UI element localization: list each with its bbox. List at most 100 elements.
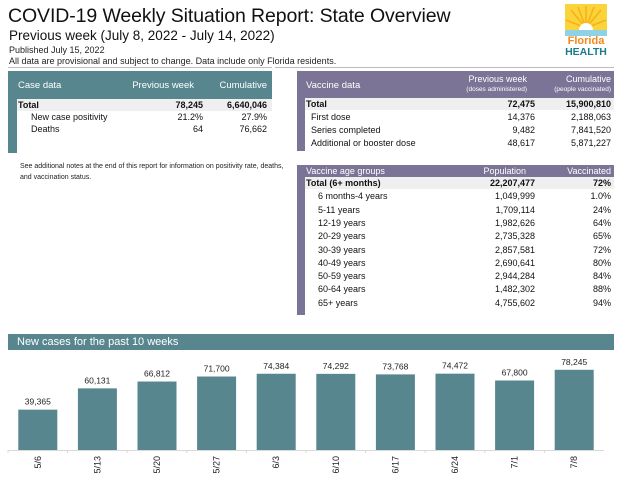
cell-population: 2,944,284	[494, 271, 535, 282]
bar-7/8	[554, 369, 594, 450]
table-row: Total 72,475 15,900,810	[305, 98, 614, 110]
data-label: 60,131	[84, 375, 110, 385]
header-population: Population	[483, 166, 526, 176]
cell-population: 1,049,999	[494, 191, 535, 202]
data-label: 74,384	[263, 361, 289, 371]
table-row: 40-49 years 2,690,641 80%	[305, 257, 614, 269]
table-row: Total 78,245 6,640,046	[17, 99, 272, 111]
subheader-people-vaccinated: (people vaccinated)	[554, 86, 611, 93]
new-cases-bar-chart: 39,365 5/6 60,131 5/13 66,812 5/20 71,700 5/27 7…	[7, 357, 604, 474]
x-tick-label: 7/1	[510, 456, 520, 469]
divider	[8, 67, 272, 68]
table-row: 12-19 years 1,982,626 64%	[305, 217, 614, 229]
header-case-data: Case data	[18, 80, 62, 91]
report-title: COVID-19 Weekly Situation Report: State …	[8, 5, 451, 27]
table-row: 50-59 years 2,944,284 84%	[305, 270, 614, 282]
header-previous-week: Previous week	[468, 74, 527, 84]
cell-vaccinated: 72%	[592, 244, 611, 255]
cell-vaccinated: 64%	[592, 217, 611, 228]
data-label: 66,812	[144, 369, 170, 379]
bar-5/20	[137, 381, 177, 450]
header-vaccine-data: Vaccine data	[306, 80, 361, 91]
bar-6/10	[316, 373, 356, 450]
bar-6/24	[435, 373, 475, 450]
cell-vaccinated: 80%	[592, 257, 611, 268]
x-tick-label: 6/3	[271, 456, 281, 469]
table-row: 65+ years 4,755,602 94%	[305, 297, 614, 309]
x-tick-label: 5/13	[92, 456, 102, 474]
cell-label: 60-64 years	[318, 284, 366, 295]
divider	[275, 67, 614, 68]
bar-5/27	[197, 376, 237, 450]
header-vaccine-age-groups: Vaccine age groups	[306, 166, 385, 176]
vaccine-age-groups-header: Vaccine age groups Population Vaccinated	[297, 165, 614, 177]
chart-section-header: New cases for the past 10 weeks	[8, 334, 614, 350]
cell-vaccinated: 24%	[592, 204, 611, 215]
x-tick-label: 7/8	[569, 456, 579, 469]
table-row: First dose 14,376 2,188,063	[311, 112, 611, 122]
x-tick-label: 5/27	[212, 456, 222, 474]
cell-label: 12-19 years	[318, 217, 366, 228]
cell-population: 1,482,302	[494, 284, 535, 295]
cell-population: 2,857,581	[494, 244, 535, 255]
cell-label: 5-11 years	[318, 204, 360, 215]
header-cumulative: Cumulative	[565, 74, 611, 84]
table-row: Total (6+ months) 22,207,477 72%	[305, 177, 614, 189]
header-previous-week: Previous week	[132, 80, 194, 91]
cell-population: 4,755,602	[494, 297, 535, 308]
cell-vaccinated: 72%	[592, 178, 611, 188]
cell-population: 22,207,477	[489, 178, 535, 188]
florida-health-sun-logo-icon: Florida HEALTH	[565, 4, 607, 58]
footnote: See additional notes at the end of this …	[20, 163, 284, 181]
table-row: 60-64 years 1,482,302 88%	[305, 283, 614, 295]
case-data-header: Case data Previous week Cumulative	[8, 71, 272, 99]
header-vaccinated: Vaccinated	[567, 166, 611, 176]
bar-5/6	[18, 409, 58, 450]
table-row: 6 months-4 years 1,049,999 1.0%	[305, 190, 614, 202]
cell-population: 1,982,626	[494, 217, 535, 228]
bar-7/1	[495, 380, 535, 450]
cell-population: 1,709,114	[495, 204, 535, 215]
report-subtitle: Previous week (July 8, 2022 - July 14, 2…	[9, 28, 275, 43]
cell-label: 50-59 years	[318, 271, 366, 282]
x-tick-label: 5/6	[33, 456, 43, 469]
x-tick-label: 6/10	[331, 456, 341, 474]
cell-vaccinated: 84%	[592, 271, 611, 282]
table-row: New case positivity 21.2% 27.9%	[31, 112, 267, 122]
vaccine-data-header: Vaccine data Previous week (doses admini…	[297, 71, 614, 98]
logo-florida-text: Florida	[568, 35, 606, 47]
vaccine-age-groups-table: Vaccine age groups Population Vaccinated…	[297, 165, 614, 315]
table-row: Deaths 64 76,662	[31, 124, 267, 134]
cell-label: Total (6+ months)	[306, 178, 381, 188]
cell-vaccinated: 1.0%	[590, 191, 611, 202]
data-label: 74,292	[323, 361, 349, 371]
cell-vaccinated: 88%	[592, 284, 611, 295]
cell-label: 30-39 years	[318, 244, 366, 255]
data-label: 78,245	[561, 357, 587, 367]
x-tick-label: 6/17	[390, 456, 400, 474]
cell-vaccinated: 94%	[592, 297, 611, 308]
table-row: Series completed 9,482 7,841,520	[311, 125, 611, 135]
cell-label: 65+ years	[318, 297, 358, 308]
case-data-table: Case data Previous week Cumulative Total…	[8, 71, 272, 153]
logo-health-text: HEALTH	[565, 46, 607, 56]
x-tick-label: 6/24	[450, 456, 460, 474]
bar-6/3	[256, 373, 296, 450]
cell-label: 20-29 years	[318, 231, 366, 242]
disclaimer: All data are provisional and subject to …	[9, 56, 337, 66]
cell-population: 2,690,641	[494, 257, 535, 268]
table-row: 20-29 years 2,735,328 65%	[305, 230, 614, 242]
cell-population: 2,735,328	[494, 231, 535, 242]
bar-5/13	[77, 388, 117, 450]
cell-vaccinated: 65%	[592, 231, 611, 242]
subheader-doses-administered: (doses administered)	[466, 86, 527, 93]
x-tick-label: 5/20	[152, 456, 162, 474]
data-label: 73,768	[382, 361, 408, 371]
published-date: Published July 15, 2022	[9, 45, 105, 55]
data-label: 74,472	[442, 361, 468, 371]
data-label: 71,700	[204, 364, 230, 374]
header-cumulative: Cumulative	[219, 80, 267, 91]
bar-6/17	[375, 374, 415, 450]
vaccine-data-table: Vaccine data Previous week (doses admini…	[297, 71, 614, 151]
florida-health-logo: Florida HEALTH	[565, 4, 607, 58]
